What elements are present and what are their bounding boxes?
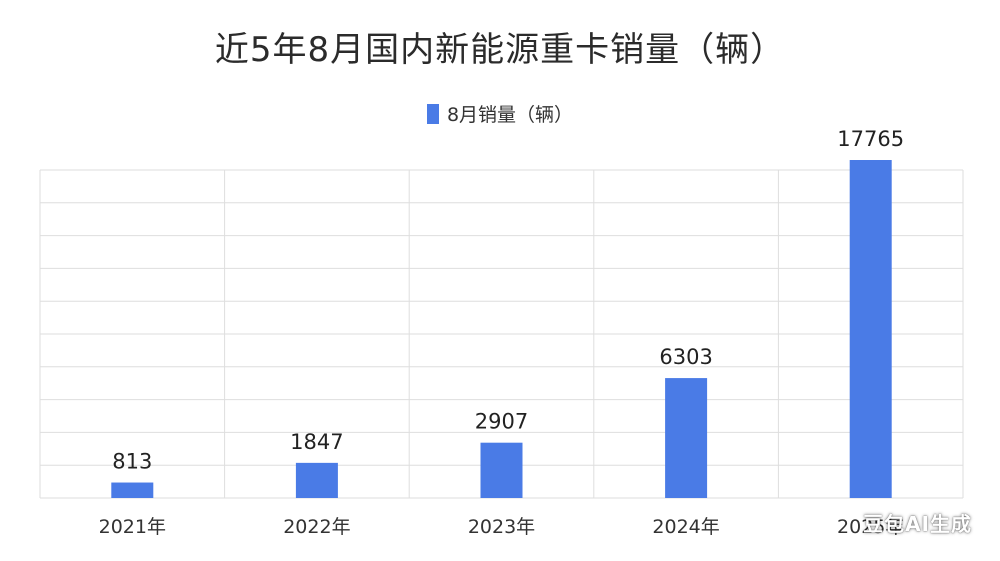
x-tick-label: 2023年 xyxy=(468,516,535,538)
x-tick-label: 2021年 xyxy=(99,516,166,538)
gridlines xyxy=(39,169,964,499)
data-label: 6303 xyxy=(659,345,712,369)
data-label: 813 xyxy=(112,450,152,474)
legend-label: 8月销量（辆） xyxy=(446,104,574,126)
data-label: 1847 xyxy=(290,430,343,454)
bar-2025年 xyxy=(849,160,892,498)
watermark: 豆包AI生成 xyxy=(863,512,972,536)
x-tick-label: 2022年 xyxy=(283,516,350,538)
data-label: 17765 xyxy=(837,127,904,151)
bar-2021年 xyxy=(111,482,154,498)
legend-swatch xyxy=(426,103,439,124)
data-label: 2907 xyxy=(475,410,528,434)
bar-2023年 xyxy=(480,442,523,498)
chart-title: 近5年8月国内新能源重卡销量（辆） xyxy=(214,30,786,70)
x-tick-label: 2025年 xyxy=(837,516,904,538)
bar-2022年 xyxy=(295,462,338,498)
chart-legend: 8月销量（辆） xyxy=(0,100,1000,127)
x-tick-label: 2024年 xyxy=(652,516,719,538)
bar-2024年 xyxy=(665,378,708,498)
